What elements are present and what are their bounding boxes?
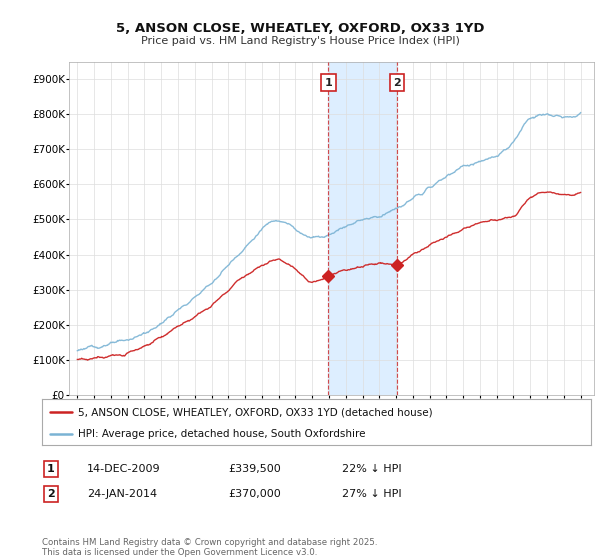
Text: 2: 2 <box>394 78 401 88</box>
Text: 22% ↓ HPI: 22% ↓ HPI <box>342 464 401 474</box>
Text: 14-DEC-2009: 14-DEC-2009 <box>87 464 161 474</box>
Text: Price paid vs. HM Land Registry's House Price Index (HPI): Price paid vs. HM Land Registry's House … <box>140 36 460 46</box>
Text: 27% ↓ HPI: 27% ↓ HPI <box>342 489 401 499</box>
Text: £370,000: £370,000 <box>228 489 281 499</box>
Text: 5, ANSON CLOSE, WHEATLEY, OXFORD, OX33 1YD (detached house): 5, ANSON CLOSE, WHEATLEY, OXFORD, OX33 1… <box>77 407 433 417</box>
Text: 2: 2 <box>47 489 55 499</box>
Bar <box>328 62 397 395</box>
Text: 1: 1 <box>47 464 55 474</box>
Text: 5, ANSON CLOSE, WHEATLEY, OXFORD, OX33 1YD: 5, ANSON CLOSE, WHEATLEY, OXFORD, OX33 1… <box>116 22 484 35</box>
Text: 24-JAN-2014: 24-JAN-2014 <box>87 489 157 499</box>
Text: 1: 1 <box>325 78 332 88</box>
Text: £339,500: £339,500 <box>228 464 281 474</box>
Text: HPI: Average price, detached house, South Oxfordshire: HPI: Average price, detached house, Sout… <box>77 429 365 438</box>
Text: Contains HM Land Registry data © Crown copyright and database right 2025.
This d: Contains HM Land Registry data © Crown c… <box>42 538 377 557</box>
